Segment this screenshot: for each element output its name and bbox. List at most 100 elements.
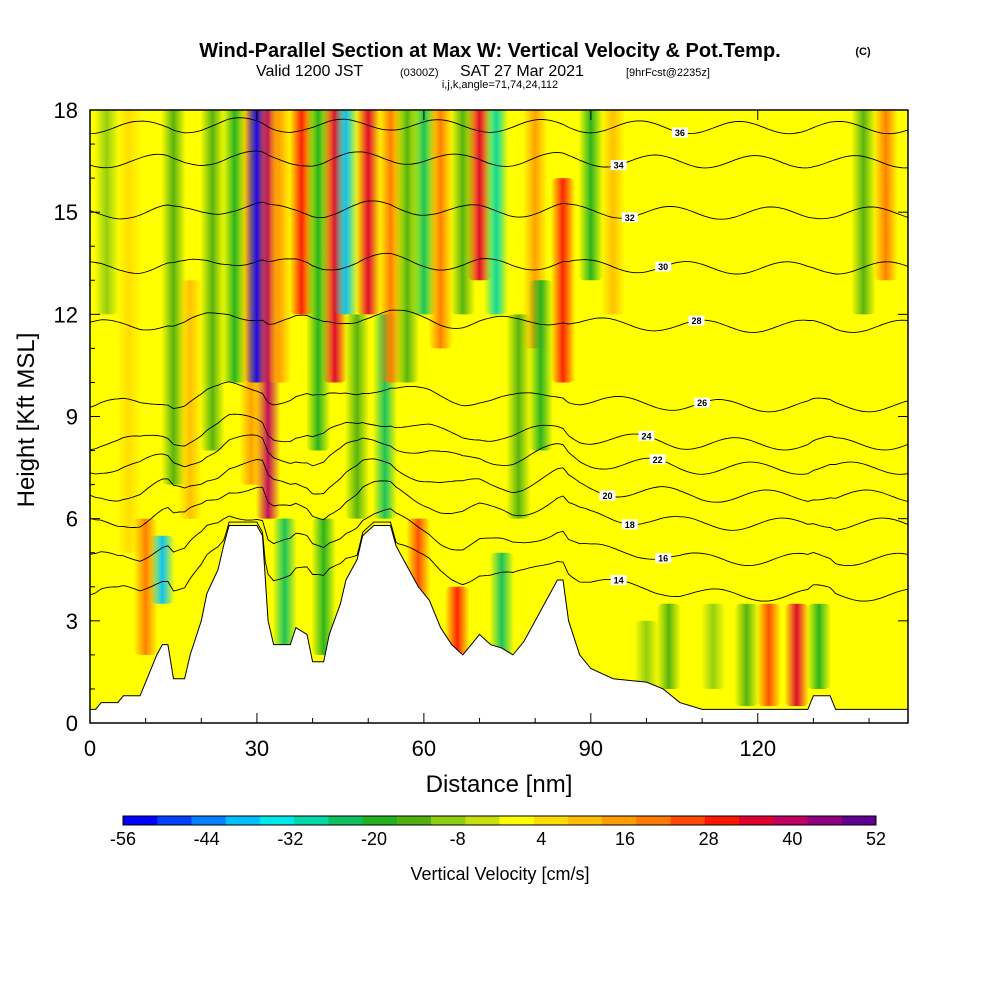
theta-contour-line [90,381,908,413]
theta-contour-line [90,521,908,602]
contour-label: 32 [625,213,635,223]
colorbar-swatch [465,816,500,825]
contour-label: 20 [603,491,613,501]
velocity-band [483,110,509,315]
contour-label: 16 [658,554,668,564]
velocity-band [550,178,576,383]
y-tick-label: 15 [54,200,78,225]
colorbar-swatch [807,816,843,825]
contour-label: 34 [614,161,624,171]
y-tick-label: 6 [66,507,78,532]
contour-label: 14 [614,576,624,586]
colorbar-swatch [704,816,740,825]
velocity-band [851,110,876,315]
contour-label-bg [688,315,705,326]
velocity-band [806,603,832,689]
velocity-band [634,620,659,689]
contour-label-bg [610,160,627,171]
chart-title: Wind-Parallel Section at Max W: Vertical… [199,40,780,62]
contour-label: 26 [697,398,707,408]
velocity-band [150,535,175,604]
colorbar-swatch [602,816,637,825]
y-axis-label: Height [Kft MSL] [13,333,40,508]
colorbar-swatch [567,816,603,825]
velocity-band [600,110,626,315]
theta-contour-line [90,434,908,475]
colorbar-swatch [362,816,398,825]
contour-label: 28 [692,316,702,326]
contour-label: 22 [653,455,663,465]
valid-time-line: Valid 1200 JST (0300Z) SAT 27 Mar 2021 [… [256,63,710,80]
velocity-band [489,552,515,655]
copyright-mark: (C) [855,46,871,58]
theta-contour-line [90,150,908,169]
colorbar-swatch [499,816,535,825]
velocity-band [177,280,203,519]
velocity-band [272,518,298,655]
velocity-band [311,518,336,655]
colorbar-swatch [294,816,329,825]
forecast-info: [9hrFcst@2235z] [626,67,710,79]
colorbar-swatch [431,816,466,825]
theta-contour-line [90,508,908,567]
x-tick-label: 0 [84,736,96,761]
colorbar-swatch [328,816,364,825]
velocity-band [266,110,292,383]
y-tick-label: 0 [66,711,78,736]
colorbar-swatch [225,816,261,825]
colorbar-tick-label: -8 [450,829,466,849]
y-tick-label: 12 [54,302,78,327]
x-tick-label: 60 [412,736,436,761]
x-tick-label: 120 [739,736,776,761]
colorbar-swatch [533,816,569,825]
theta-contour-line [90,480,908,531]
velocity-band [656,603,681,689]
velocity-band [445,586,470,655]
colorbar-tick-label: 52 [866,829,886,849]
valid-date: SAT 27 Mar 2021 [460,63,584,80]
colorbar-tick-label: -44 [194,829,220,849]
colorbar-swatch [773,816,809,825]
valid-utc: (0300Z) [400,67,439,79]
colorbar: -56 -44 -32 -20 -8 4 16 28 40 52 [110,815,886,849]
contour-label-bg [621,212,638,223]
colorbar-swatch [396,816,432,825]
velocity-band [344,314,370,519]
velocity-band [734,603,759,706]
colorbar-swatch [123,816,158,825]
velocity-band [200,110,225,451]
velocity-band [333,110,359,315]
valid-prefix: Valid 1200 JST [256,63,364,80]
colorbar-swatch [739,816,774,825]
velocity-band [506,314,531,519]
y-tick-label: 18 [54,98,78,123]
theta-contour-line [90,200,908,220]
velocity-band [756,603,782,706]
colorbar-swatch [191,816,227,825]
plot-area: 14 16 18 20 22 24 26 28 30 32 34 36 [90,110,908,723]
colorbar-frame [122,815,877,826]
theta-contour-line [90,413,908,451]
colorbar-tick-label: 16 [615,829,635,849]
colorbar-tick-label: -56 [110,829,136,849]
contour-label-bg [655,553,672,564]
velocity-band [700,603,726,689]
contour-label-bg [610,575,627,586]
velocity-band [116,110,142,553]
contour-label-bg [599,490,616,501]
velocity-bands [94,110,898,706]
contour-label-bg [638,430,655,441]
colorbar-tick-label: 28 [699,829,719,849]
x-tick-label: 30 [245,736,269,761]
theta-contour-line [90,117,908,135]
x-tick-label: 90 [579,736,603,761]
colorbar-swatch [157,816,192,825]
contour-label-bg [694,397,711,408]
terrain [90,524,908,723]
colorbar-tick-label: 40 [782,829,802,849]
contour-label: 18 [625,520,635,530]
theta-contours: 14 16 18 20 22 24 26 28 30 32 34 36 [90,117,908,602]
x-axis-label: Distance [nm] [426,771,573,798]
